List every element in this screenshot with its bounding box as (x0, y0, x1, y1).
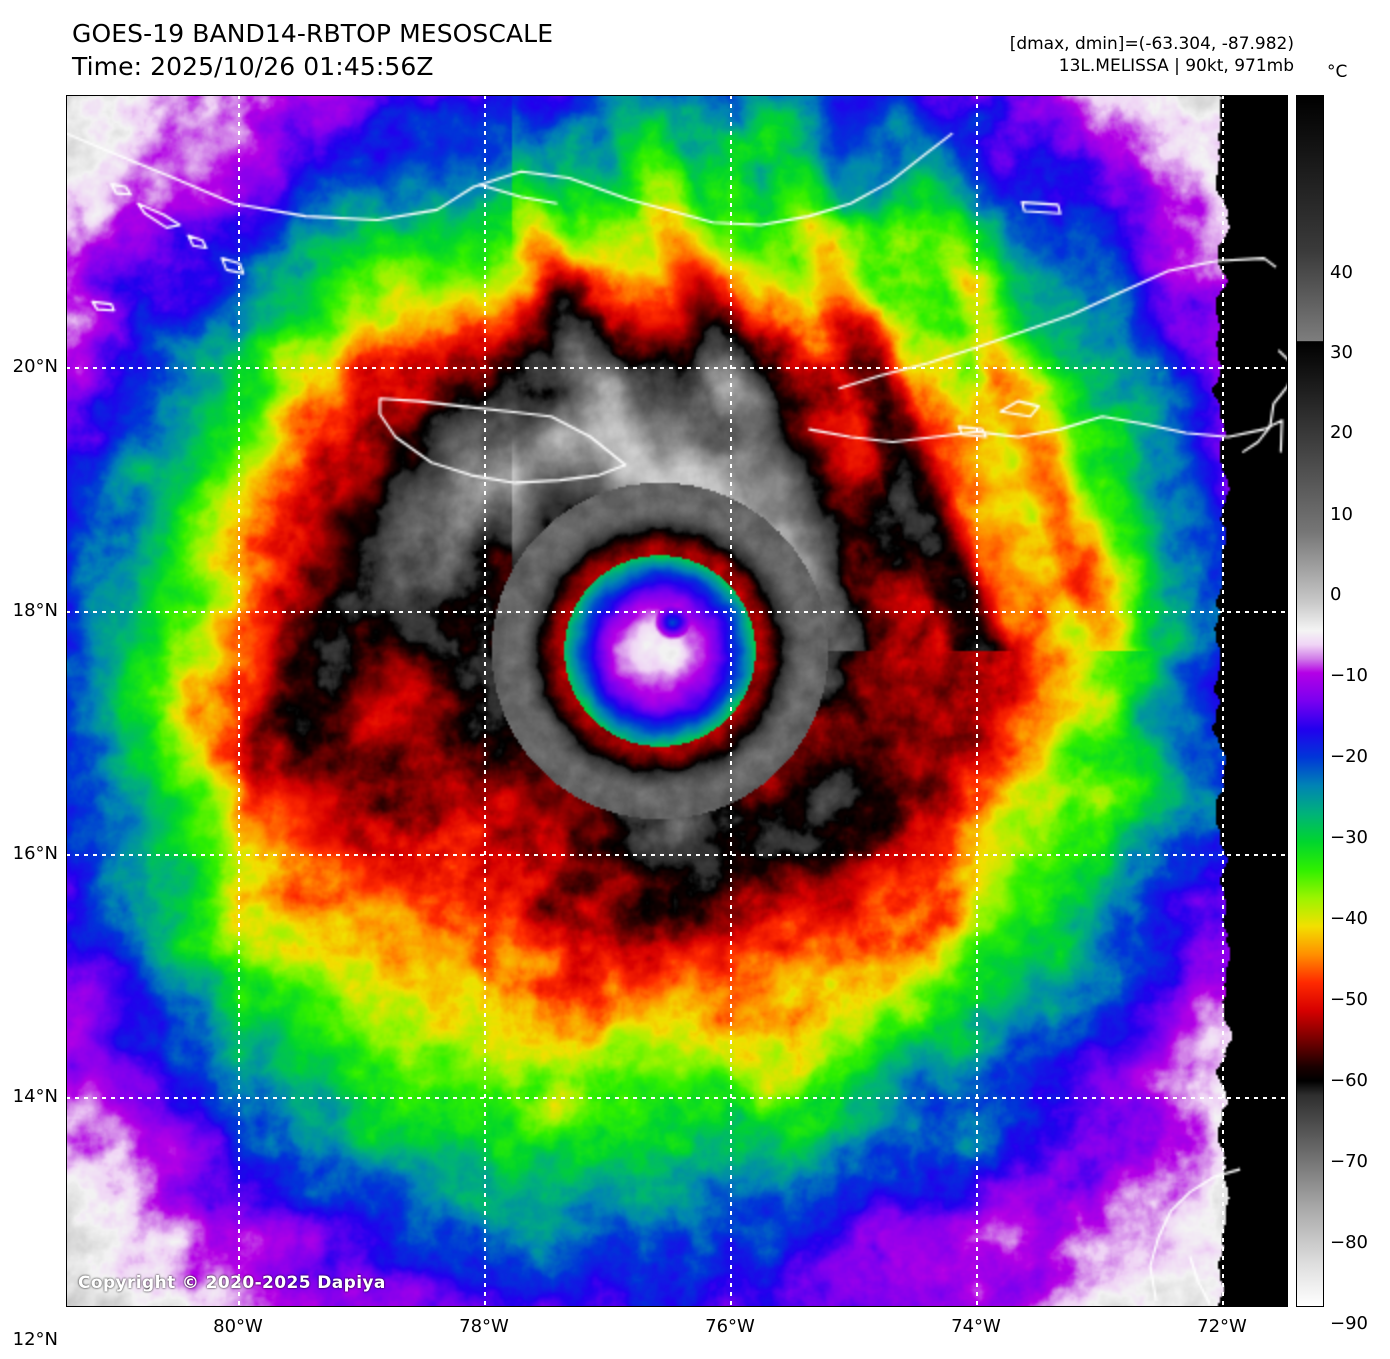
colorbar-tick-label: −80 (1330, 1232, 1368, 1253)
page-title: GOES-19 BAND14-RBTOP MESOSCALE (72, 19, 554, 48)
colorbar-tick-label: 40 (1330, 262, 1353, 283)
copyright-label: Copyright © 2020-2025 Dapiya (78, 1273, 386, 1293)
y-axis-tick-label: 14°N (12, 1086, 58, 1107)
x-axis-tick-label: 78°W (459, 1316, 509, 1337)
colorbar-unit-label: °C (1327, 62, 1348, 82)
colorbar-tick-label: −20 (1330, 746, 1368, 767)
title-block: GOES-19 BAND14-RBTOP MESOSCALE Time: 202… (72, 18, 553, 83)
colorbar-tick-label: 0 (1330, 584, 1342, 605)
colorbar-tick-label: −10 (1330, 665, 1368, 686)
colorbar-gradient (1297, 96, 1323, 1306)
colorbar-tick-label: −50 (1330, 989, 1368, 1010)
y-axis-tick-label: 16°N (12, 843, 58, 864)
x-axis-tick-label: 80°W (213, 1316, 263, 1337)
y-axis-tick-label: 20°N (12, 356, 58, 377)
colorbar[interactable] (1296, 95, 1324, 1307)
satellite-imagery-canvas (66, 95, 1288, 1307)
colorbar-tick-label: 20 (1330, 422, 1353, 443)
y-axis-tick-label: 12°N (12, 1329, 58, 1350)
metadata-block: [dmax, dmin]=(-63.304, -87.982) 13L.MELI… (1010, 33, 1294, 78)
colorbar-tick-label: −60 (1330, 1070, 1368, 1091)
colorbar-tick-label: −70 (1330, 1151, 1368, 1172)
colorbar-tick-label: −30 (1330, 827, 1368, 848)
data-range-label: [dmax, dmin]=(-63.304, -87.982) (1009, 34, 1294, 54)
colorbar-tick-label: −90 (1330, 1313, 1368, 1334)
y-axis-tick-label: 18°N (12, 600, 58, 621)
x-axis-tick-label: 76°W (705, 1316, 755, 1337)
satellite-map-panel[interactable]: Copyright © 2020-2025 Dapiya (66, 95, 1288, 1307)
storm-info-label: 13L.MELISSA | 90kt, 971mb (1058, 56, 1294, 77)
x-axis-tick-label: 72°W (1197, 1316, 1247, 1337)
colorbar-tick-label: 30 (1330, 342, 1353, 363)
colorbar-tick-label: 10 (1330, 504, 1353, 525)
x-axis-tick-label: 74°W (951, 1316, 1001, 1337)
timestamp-label: Time: 2025/10/26 01:45:56Z (72, 51, 434, 81)
colorbar-tick-label: −40 (1330, 908, 1368, 929)
